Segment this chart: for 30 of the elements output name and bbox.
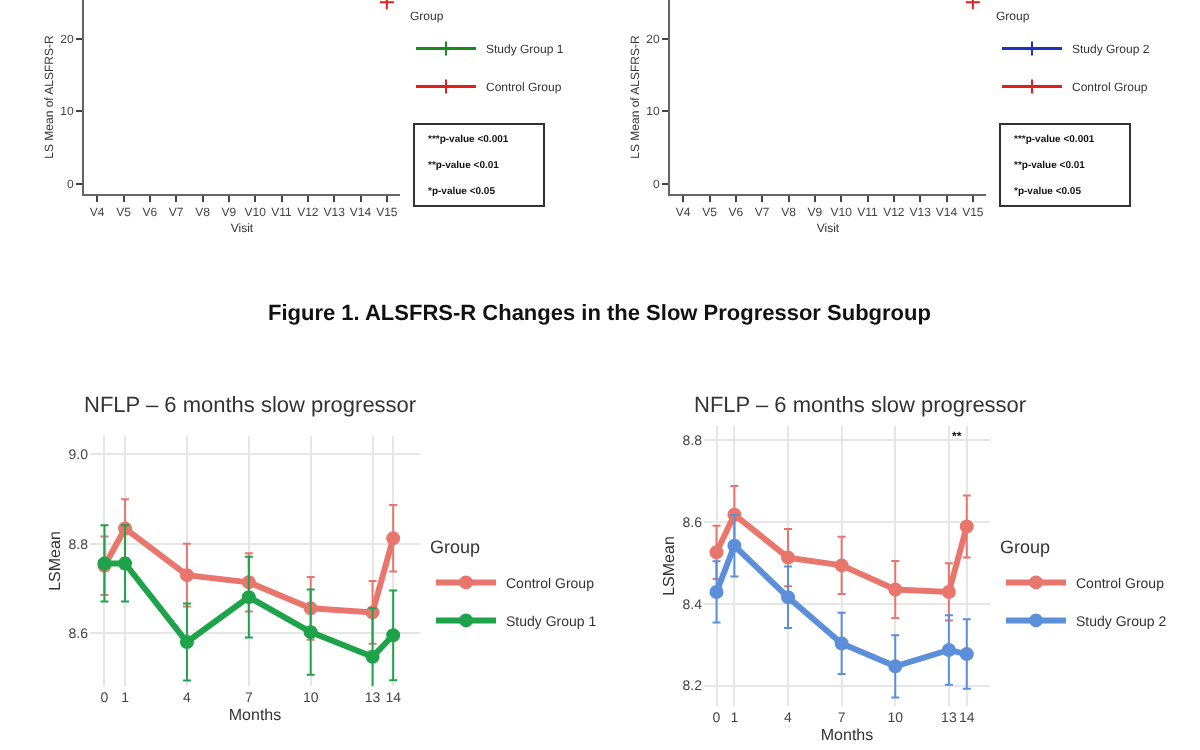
- point: [941, 584, 956, 599]
- point: [959, 647, 974, 662]
- point: [781, 590, 796, 605]
- point: [709, 545, 724, 560]
- point: [179, 568, 194, 583]
- point: [365, 649, 380, 664]
- point: [118, 556, 133, 571]
- legend-title: Group: [430, 537, 481, 558]
- x-axis-title: Months: [820, 726, 874, 745]
- point: [303, 625, 318, 640]
- y-axis-title: LSMean: [659, 536, 678, 596]
- legend-title: Group: [1000, 537, 1051, 558]
- point: [834, 558, 849, 573]
- caption: Figure 1. ALSFRS-R Changes in the Slow Progressor Subgroup: [268, 302, 932, 326]
- y-axis-title: LSMean: [45, 531, 64, 591]
- point: [959, 519, 974, 534]
- x-axis-title: Months: [228, 706, 282, 725]
- point: [888, 582, 903, 597]
- point: [386, 628, 401, 643]
- point: [179, 635, 194, 650]
- point: [834, 636, 849, 651]
- point: [727, 538, 742, 553]
- point: [386, 531, 401, 546]
- chart-title: NFLP – 6 months slow progressor: [84, 394, 417, 418]
- chart-title: NFLP – 6 months slow progressor: [694, 394, 1027, 418]
- point: [781, 550, 796, 565]
- point: [888, 659, 903, 674]
- point: [241, 590, 256, 605]
- point: [709, 584, 724, 599]
- point: [941, 643, 956, 657]
